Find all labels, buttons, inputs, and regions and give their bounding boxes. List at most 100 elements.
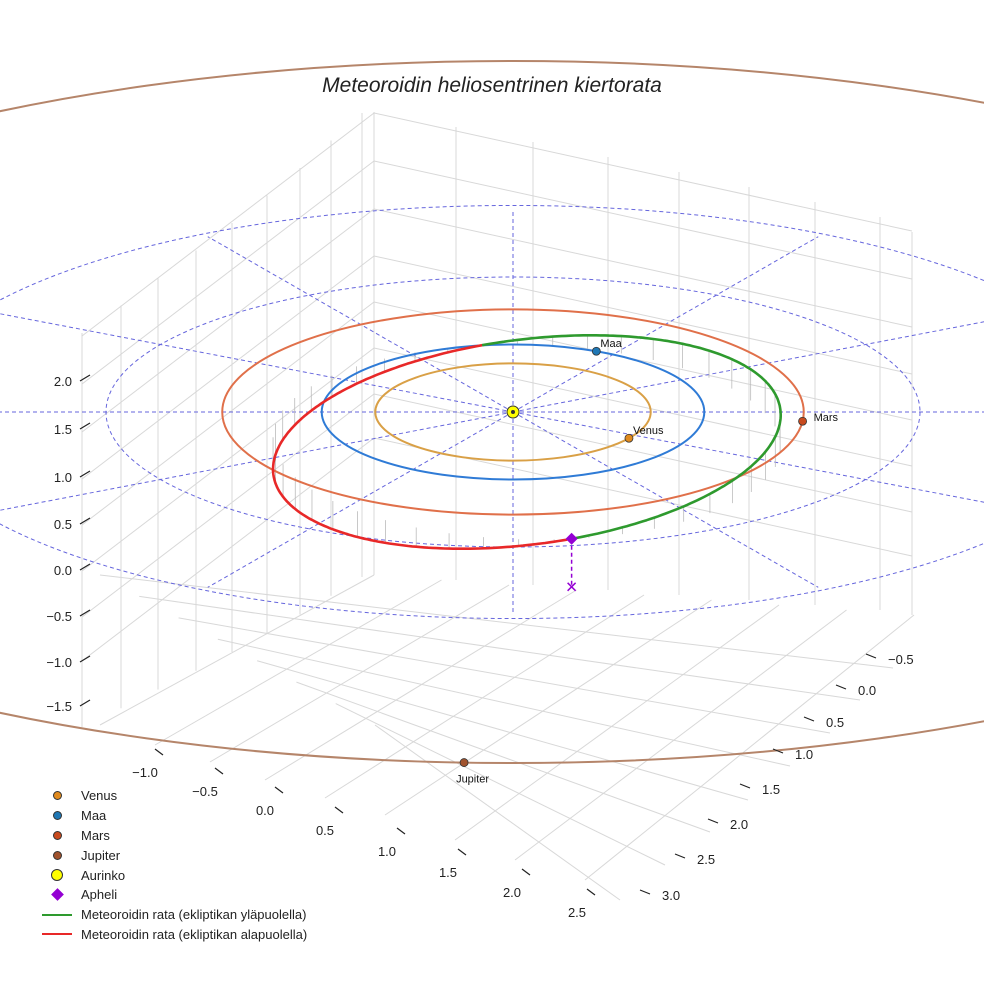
- orbit-mars: [221, 308, 805, 516]
- legend-item: Mars: [40, 826, 307, 846]
- reference-spoke: [512, 411, 984, 503]
- y-tick-mark: [803, 716, 815, 722]
- planet-marker-venus: [624, 433, 634, 443]
- chart-title: Meteoroidin heliosentrinen kiertorata: [322, 74, 662, 97]
- meteoroid-orbit-below: [271, 343, 568, 550]
- z-tick-mark: [79, 563, 91, 571]
- z-tick-label: 1.0: [54, 470, 72, 485]
- planet-label-jupiter: Jupiter: [456, 774, 489, 786]
- legend-symbol: [40, 888, 74, 902]
- grid-line: [373, 208, 913, 328]
- grid-line: [81, 301, 375, 526]
- reference-spoke: [0, 313, 514, 413]
- legend-symbol: [40, 927, 74, 941]
- legend-label: Venus: [81, 788, 118, 804]
- x-tick-mark: [457, 848, 467, 856]
- grid-line: [373, 255, 913, 375]
- grid-line: [99, 574, 894, 669]
- grid-line: [584, 614, 915, 881]
- x-tick-mark: [521, 868, 531, 876]
- legend-item: Venus: [40, 786, 307, 806]
- z-tick-mark: [79, 422, 91, 430]
- aphelion-projection-mark: [567, 582, 577, 592]
- grid-line: [81, 255, 375, 480]
- legend-symbol: [40, 868, 74, 882]
- legend-item: Apheli: [40, 885, 307, 905]
- y-tick-mark: [739, 783, 751, 789]
- x-tick-label: 1.0: [378, 844, 396, 859]
- legend-item: Maa: [40, 806, 307, 826]
- grid-line: [154, 579, 442, 746]
- z-tick-label: −0.5: [46, 609, 72, 624]
- z-tick-label: 1.5: [54, 422, 72, 437]
- orbit-maa: [320, 343, 706, 481]
- planet-label-maa: Maa: [600, 338, 622, 350]
- z-tick-label: 0.5: [54, 517, 72, 532]
- grid-line: [373, 347, 913, 467]
- grid-line: [373, 160, 913, 280]
- x-tick-mark: [154, 748, 164, 756]
- z-tick-mark: [79, 517, 91, 525]
- legend-symbol: [40, 848, 74, 862]
- legend: Venus Maa Mars Jupiter Aurinko Apheli Meteoroi…: [40, 786, 307, 944]
- x-tick-mark: [334, 806, 344, 814]
- grid-line: [374, 724, 621, 901]
- z-tick-mark: [79, 374, 91, 382]
- z-tick-mark: [79, 470, 91, 478]
- x-tick-label: −0.5: [192, 784, 218, 799]
- axis-grid: [81, 112, 915, 901]
- grid-line: [335, 703, 666, 866]
- grid-line: [81, 208, 375, 433]
- orbit-jupiter: [0, 60, 984, 764]
- grid-line: [384, 599, 712, 816]
- markers: Venus Maa Mars Jupiter: [456, 338, 838, 785]
- legend-label: Mars: [81, 827, 110, 843]
- planet-marker-jupiter: [459, 758, 469, 767]
- grid-line: [139, 595, 861, 701]
- y-tick-mark: [835, 684, 847, 690]
- aphelion-marker: [565, 532, 578, 545]
- grid-line: [178, 617, 831, 734]
- legend-symbol: [40, 789, 74, 803]
- legend-item: Aurinko: [40, 865, 307, 885]
- planet-label-mars: Mars: [814, 412, 839, 424]
- legend-label: Maa: [81, 808, 107, 824]
- grid-line: [99, 574, 375, 726]
- z-tick-label: 2.0: [54, 374, 72, 389]
- x-tick-label: 1.5: [439, 865, 457, 880]
- y-tick-label: 0.0: [858, 683, 876, 698]
- y-tick-mark: [865, 653, 877, 659]
- grid-line: [373, 301, 913, 421]
- grid-line: [81, 347, 375, 572]
- grid-line: [454, 604, 780, 841]
- reference-spoke: [512, 321, 984, 413]
- z-tick-label: 0.0: [54, 563, 72, 578]
- grid-line: [514, 609, 847, 861]
- z-tick-label: −1.0: [46, 655, 72, 670]
- grid-line: [81, 160, 375, 385]
- legend-item: Meteoroidin rata (ekliptikan alapuolella…: [40, 925, 307, 945]
- z-tick-mark: [79, 609, 91, 617]
- y-tick-label: 0.5: [826, 715, 844, 730]
- grid-line: [373, 393, 913, 513]
- x-tick-mark: [274, 786, 284, 794]
- grid-line: [217, 638, 791, 767]
- x-tick-label: 2.5: [568, 905, 586, 920]
- x-tick-mark: [396, 827, 406, 835]
- planet-orbits: [0, 60, 984, 764]
- y-tick-mark: [639, 889, 651, 895]
- grid-line: [296, 681, 711, 833]
- grid-line: [81, 393, 375, 618]
- y-tick-mark: [707, 818, 719, 824]
- legend-label: Aurinko: [81, 867, 126, 883]
- grid-line: [81, 437, 375, 662]
- grid-line: [264, 589, 577, 781]
- z-tick-mark: [79, 655, 91, 663]
- orbit-projection-lines: [272, 335, 781, 549]
- legend-symbol: [40, 828, 74, 842]
- legend-item: Meteoroidin rata (ekliptikan yläpuolella…: [40, 905, 307, 925]
- planet-marker-mars: [798, 416, 807, 426]
- orbit-venus: [374, 362, 652, 462]
- legend-item: Jupiter: [40, 845, 307, 865]
